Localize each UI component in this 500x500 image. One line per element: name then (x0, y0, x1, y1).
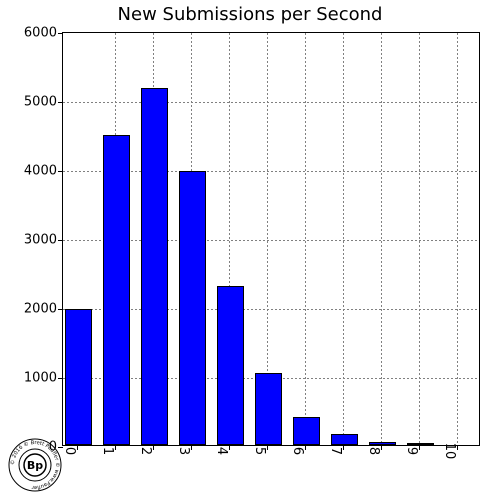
x-tick-mark (457, 445, 458, 450)
x-tick-mark (419, 445, 420, 450)
x-tick-label: 8 (366, 447, 381, 455)
figure: New Submissions per Second 0100020003000… (0, 0, 500, 500)
bar (331, 434, 358, 445)
bar (217, 286, 244, 445)
bar (141, 88, 168, 445)
x-tick-label: 9 (404, 447, 419, 455)
x-tick-label: 0 (62, 447, 77, 455)
grid-line-horizontal (63, 102, 479, 103)
grid-line-vertical (419, 33, 420, 445)
y-tick-label: 4000 (24, 164, 57, 179)
x-tick-label: 1 (100, 447, 115, 455)
bar (293, 417, 320, 445)
bar (65, 309, 92, 445)
y-tick-label: 5000 (24, 95, 57, 110)
bar (179, 171, 206, 445)
y-tick-mark (58, 33, 63, 34)
x-tick-mark (267, 445, 268, 450)
x-tick-label: 3 (176, 447, 191, 455)
x-tick-label: 6 (290, 447, 305, 455)
x-tick-mark (153, 445, 154, 450)
y-tick-mark (58, 240, 63, 241)
bar (103, 135, 130, 446)
grid-line-vertical (305, 33, 306, 445)
plot-area: 0100020003000400050006000012345678910 (62, 32, 480, 446)
x-tick-mark (229, 445, 230, 450)
x-tick-label: 4 (214, 447, 229, 455)
grid-line-vertical (381, 33, 382, 445)
y-tick-label: 3000 (24, 233, 57, 248)
bar (255, 373, 282, 445)
y-tick-mark (58, 102, 63, 103)
y-tick-mark (58, 309, 63, 310)
watermark-inner-text: Bp (27, 459, 43, 472)
grid-line-vertical (457, 33, 458, 445)
x-tick-mark (343, 445, 344, 450)
x-tick-label: 2 (138, 447, 153, 455)
y-tick-label: 6000 (24, 26, 57, 41)
x-tick-mark (381, 445, 382, 450)
grid-line-vertical (343, 33, 344, 445)
y-tick-label: 1000 (24, 371, 57, 386)
x-tick-label: 10 (442, 443, 457, 460)
x-tick-mark (191, 445, 192, 450)
copyright-watermark: Bp © 2016 © Brett Paufler © www.Paufler (8, 438, 62, 492)
x-tick-label: 5 (252, 447, 267, 455)
x-tick-mark (77, 445, 78, 450)
y-tick-mark (58, 378, 63, 379)
x-tick-label: 7 (328, 447, 343, 455)
chart-title: New Submissions per Second (0, 4, 500, 25)
watermark-icon: Bp © 2016 © Brett Paufler © www.Paufler (8, 438, 62, 492)
y-tick-mark (58, 171, 63, 172)
x-tick-mark (115, 445, 116, 450)
y-tick-label: 2000 (24, 302, 57, 317)
x-tick-mark (305, 445, 306, 450)
